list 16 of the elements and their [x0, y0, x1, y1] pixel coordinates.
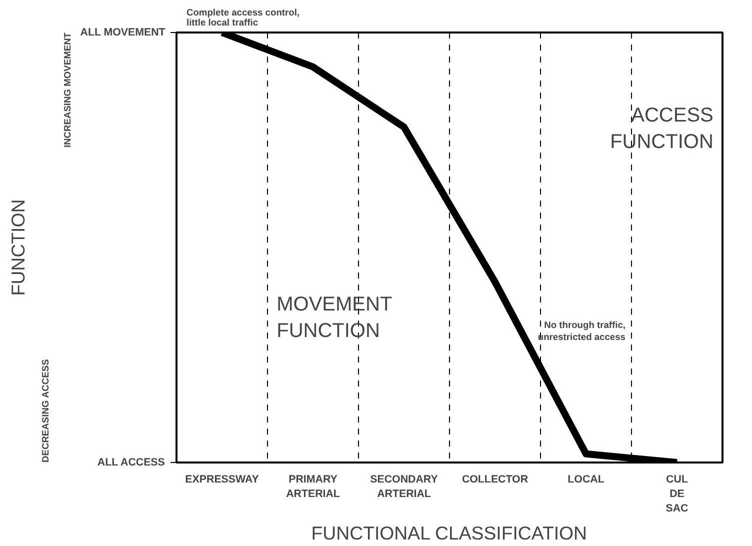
annotation: No through traffic, unrestricted access [538, 320, 626, 342]
text: FUNCTION [8, 199, 28, 296]
x-tick-label: EXPRESSWAY [185, 474, 259, 486]
text: Complete access control, little local traffic [186, 8, 300, 28]
text: DECREASING ACCESS [40, 359, 50, 462]
x-axis-title: FUNCTIONAL CLASSIFICATION [311, 522, 588, 544]
annotation: ACCESS FUNCTION [610, 104, 714, 153]
x-tick-label: PRIMARY ARTERIAL [286, 474, 340, 500]
x-tick-label: SECONDARY ARTERIAL [370, 474, 438, 500]
annotation: MOVEMENT FUNCTION [276, 294, 392, 342]
x-tick-label: CUL DE SAC [666, 474, 689, 514]
text: INCREASING MOVEMENT [62, 32, 72, 148]
text: ALL ACCESS [97, 456, 165, 468]
x-tick-label: LOCAL [568, 474, 605, 486]
x-tick-label: COLLECTOR [462, 474, 528, 486]
text: ALL MOVEMENT [80, 26, 166, 38]
